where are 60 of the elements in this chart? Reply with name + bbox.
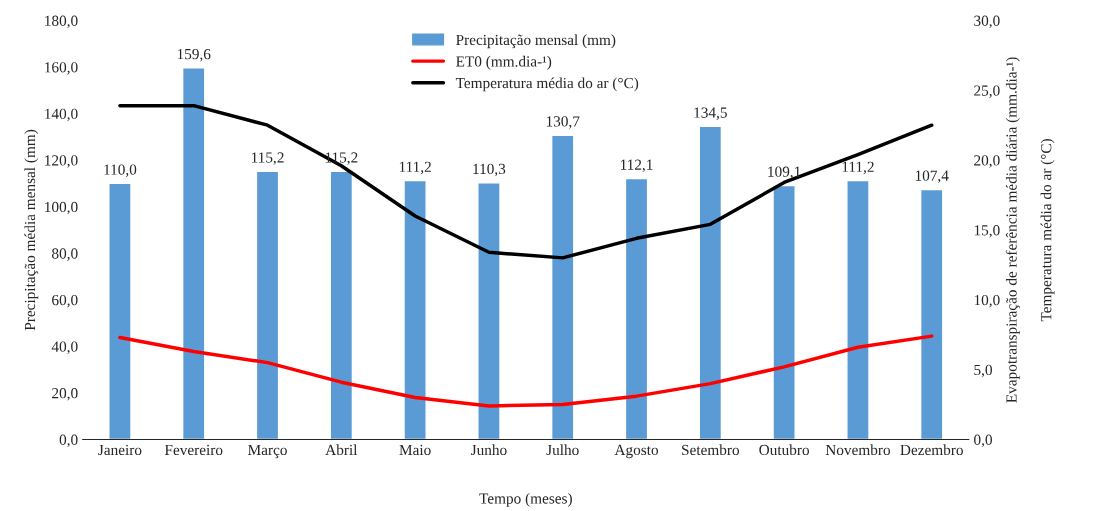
- data-label: 110,0: [104, 164, 137, 177]
- y-tick-label: 40,0: [51, 341, 78, 354]
- legend-label: ET0 (mm.dia-¹): [456, 55, 552, 70]
- y2-tick-label: 25,0: [974, 85, 1000, 98]
- y2-tick-label: 5,0: [974, 364, 992, 378]
- bar: [919, 188, 944, 440]
- y2-tick-label: 30,0: [974, 15, 1000, 29]
- x-tick-label: Janeiro: [98, 444, 142, 456]
- y-tick-label: 140,0: [45, 108, 78, 122]
- y-tick-label: 180,0: [45, 15, 78, 29]
- y-tick-label: 100,0: [45, 201, 78, 215]
- x-tick-label: Julho: [546, 444, 579, 456]
- x-tick-label: Agosto: [614, 444, 659, 459]
- bar: [329, 170, 354, 440]
- y-tick-label: 0,0: [59, 434, 78, 448]
- x-tick-label: Junho: [470, 444, 507, 456]
- data-label: 134,5: [694, 107, 727, 120]
- x-axis-title: Tempo (meses): [479, 492, 572, 507]
- legend-label: Temperatura média do ar (°C): [455, 77, 639, 92]
- bar: [698, 125, 723, 440]
- data-label: 110,3: [473, 163, 506, 177]
- x-tick-label: Maio: [399, 444, 431, 456]
- y-tick-label: 60,0: [52, 294, 78, 308]
- bar: [624, 177, 649, 440]
- x-tick-label: Março: [248, 444, 287, 459]
- text: Temperatura média do ar (°C): [1040, 139, 1055, 322]
- data-label: 115,2: [251, 152, 284, 165]
- bar: [181, 67, 206, 440]
- bar: [477, 181, 501, 440]
- x-tick-label: Fevereiro: [164, 444, 223, 456]
- y2-tick-label: 10,0: [974, 294, 1000, 308]
- data-label: 111,2: [399, 161, 431, 175]
- y-tick-label: 120,0: [45, 155, 78, 168]
- y-tick-label: 20,0: [52, 388, 78, 401]
- data-label: 112,1: [620, 159, 653, 173]
- x-tick-label: Setembro: [682, 444, 740, 456]
- bar: [108, 182, 132, 440]
- y-tick-label: 80,0: [52, 248, 78, 261]
- x-tick-label: Abril: [325, 444, 358, 456]
- data-label: 159,6: [177, 49, 211, 62]
- line-series: [118, 334, 934, 408]
- y2-axis-title: Evapotranspiração de referência média diária (mm.dia-¹): [1005, 57, 1020, 403]
- data-label: 111,2: [842, 161, 874, 175]
- data-label: 130,7: [546, 116, 580, 129]
- y2-tick-label: 15,0: [974, 225, 1000, 238]
- x-tick-label: Dezembro: [900, 444, 963, 456]
- bar: [772, 184, 796, 440]
- x-tick-label: Outubro: [759, 444, 809, 456]
- bar: [550, 134, 575, 440]
- y-tick-label: 160,0: [45, 62, 78, 75]
- data-label: 109,1: [768, 166, 801, 180]
- bar: [255, 170, 280, 440]
- bar: [403, 179, 427, 440]
- y2-tick-label: 0,0: [974, 434, 992, 448]
- bar: [846, 179, 870, 440]
- legend-label: Precipitação mensal (mm): [456, 34, 616, 49]
- data-label: 107,4: [915, 170, 949, 183]
- y-axis-title: Precipitação média mensal (mm): [24, 129, 39, 331]
- y2-tick-label: 20,0: [974, 155, 1000, 168]
- x-tick-label: Novembro: [825, 444, 891, 456]
